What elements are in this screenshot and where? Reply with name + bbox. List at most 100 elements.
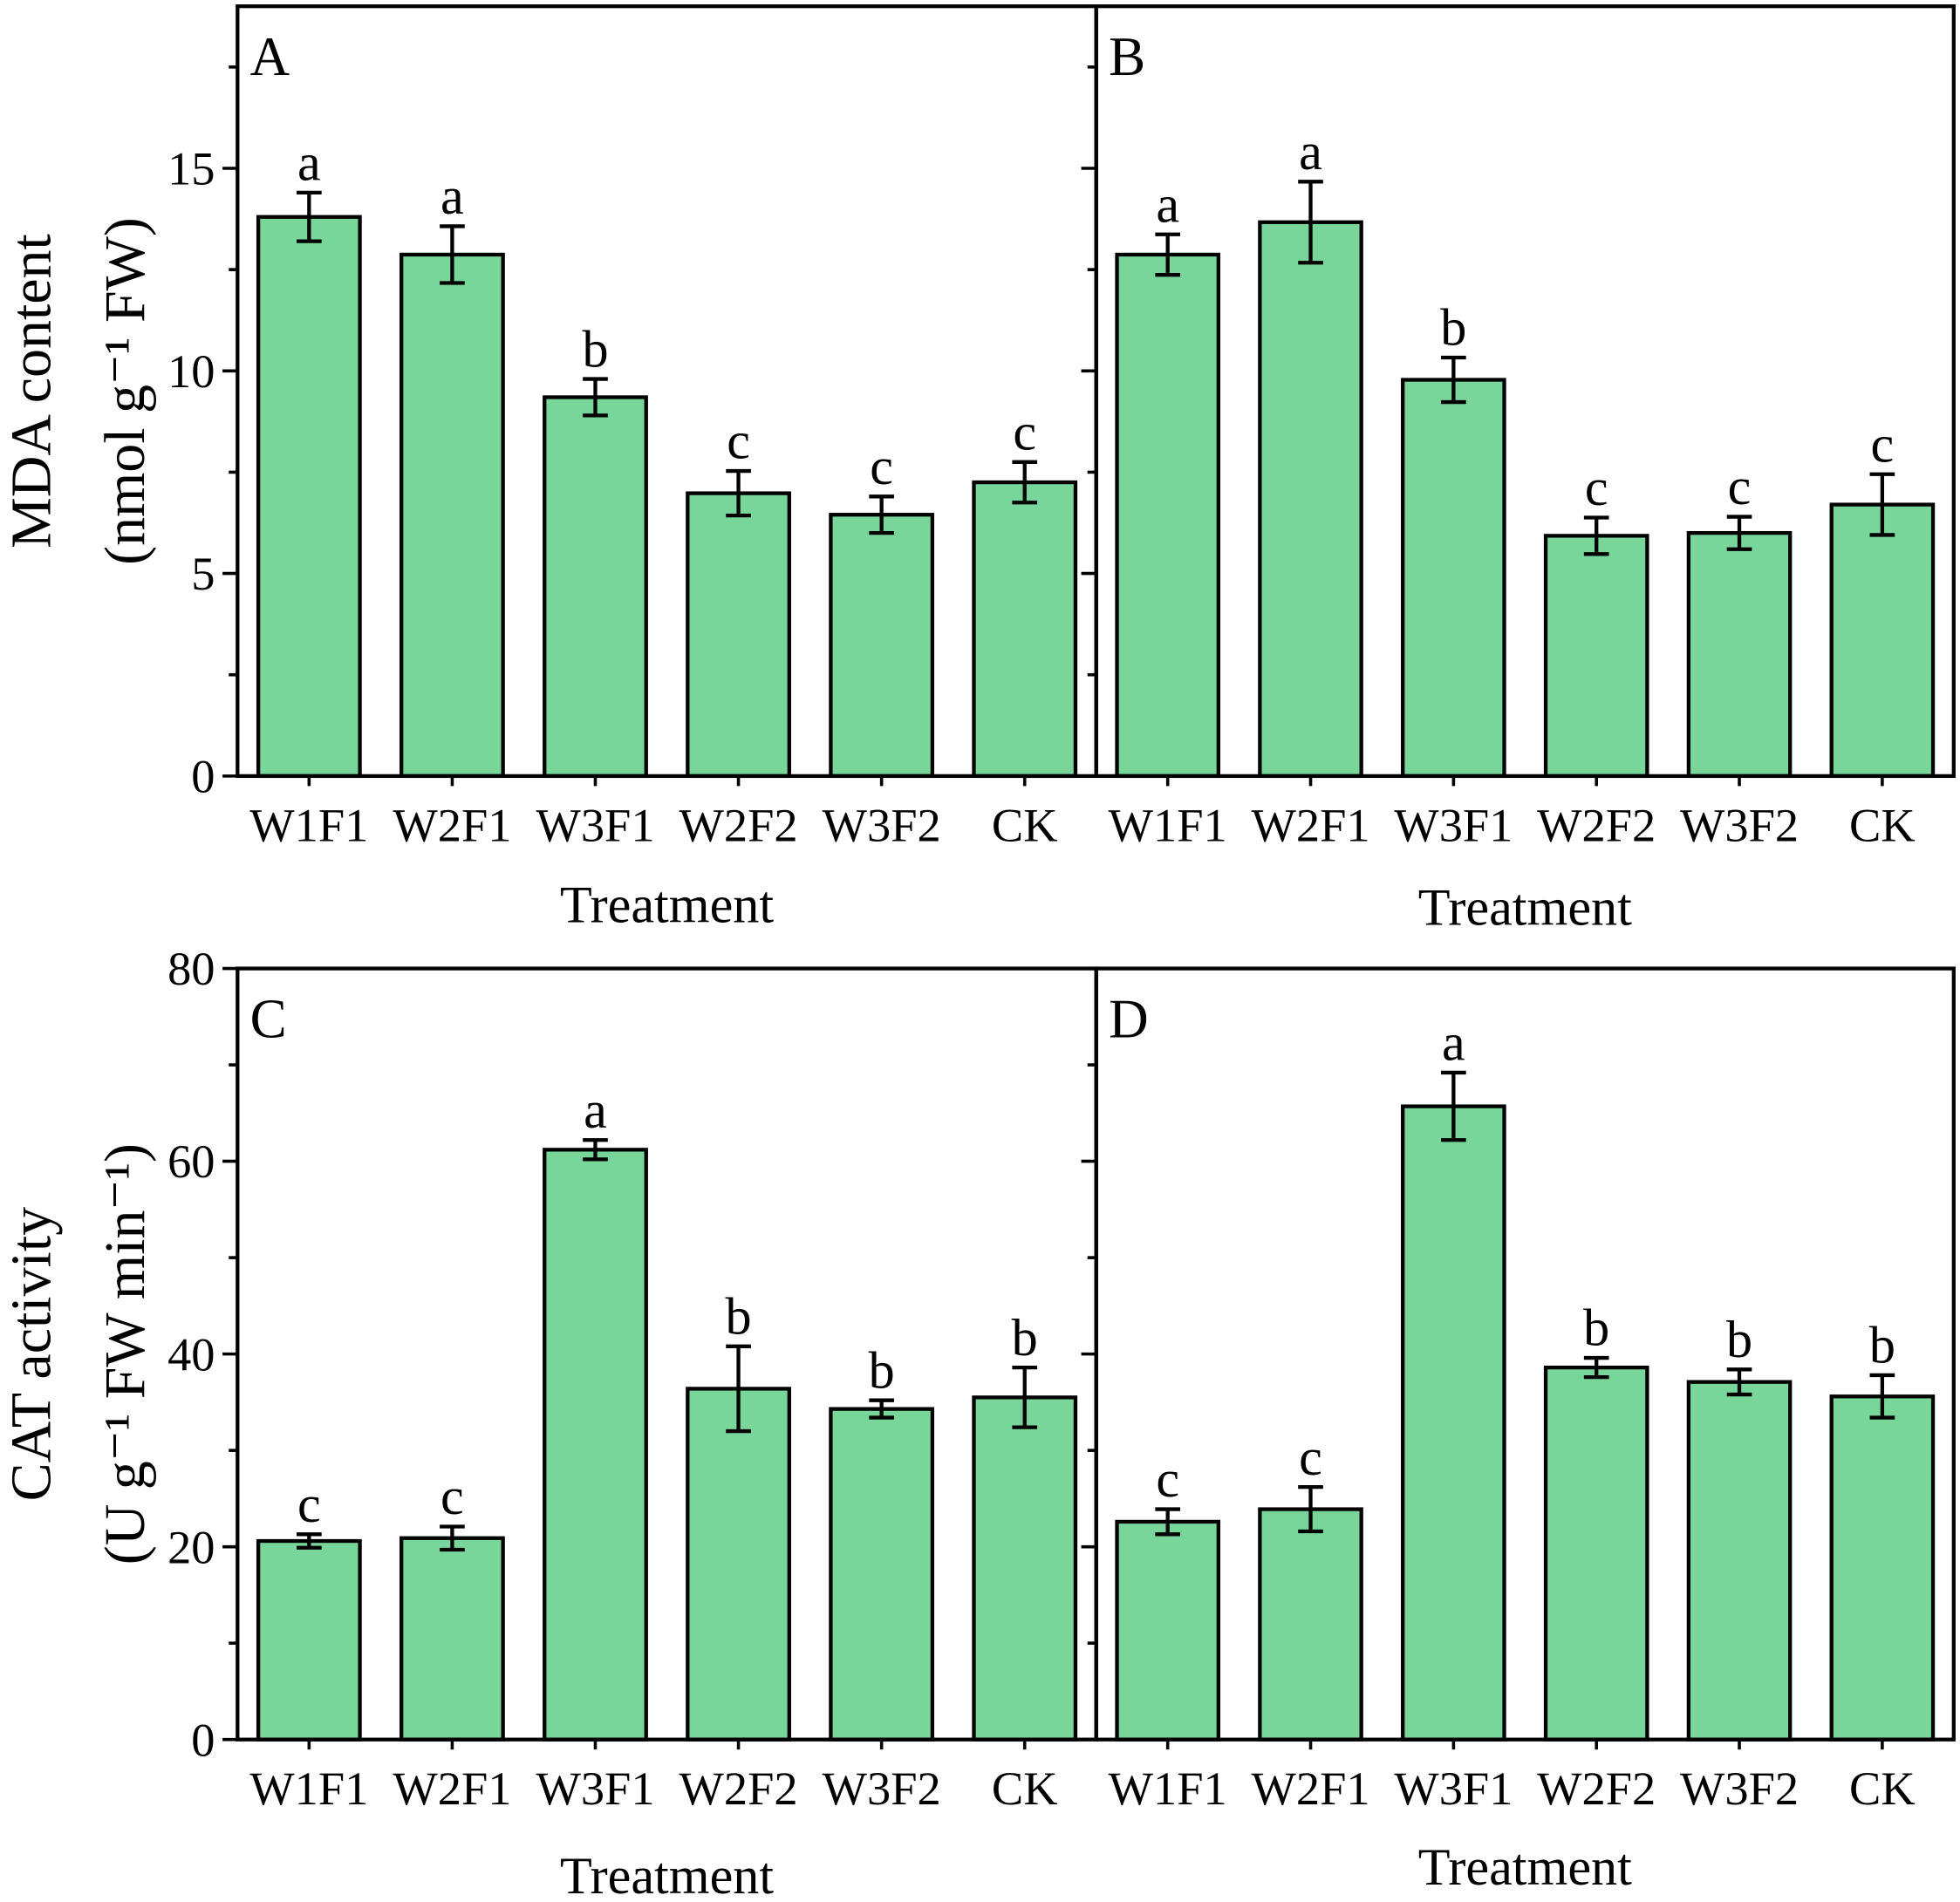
significance-letter: c <box>1299 1428 1322 1487</box>
bar-W3F2 <box>1686 1380 1793 1742</box>
plot-frame <box>236 4 1098 779</box>
bar-W2F1 <box>1258 1507 1363 1742</box>
significance-letter: c <box>1156 1450 1179 1509</box>
x-axis-label: Treatment <box>560 876 774 935</box>
significance-letter: c <box>727 412 750 471</box>
y-axis-label: CAT activity <box>0 1207 63 1501</box>
significance-letter: c <box>870 438 893 496</box>
x-tick-label: CK <box>992 1762 1058 1815</box>
x-tick-label: W3F1 <box>1394 1762 1513 1815</box>
bar-CK <box>1829 1394 1936 1742</box>
x-tick-label: W2F1 <box>1251 1762 1369 1815</box>
significance-letter: a <box>584 1081 607 1140</box>
x-tick-label: CK <box>992 798 1058 851</box>
significance-letter: a <box>1299 123 1322 181</box>
bar-W3F2 <box>829 513 935 779</box>
significance-letter: b <box>869 1341 895 1400</box>
bar-W1F1 <box>1115 252 1220 779</box>
bar-CK <box>972 1395 1078 1742</box>
x-axis-label: Treatment <box>1418 878 1632 937</box>
bar-W1F1 <box>256 1538 362 1742</box>
panel-label: A <box>250 26 290 87</box>
x-tick-label: CK <box>1849 798 1916 851</box>
panel-label: D <box>1109 988 1149 1049</box>
bar-W3F1 <box>543 1148 648 1742</box>
bar-W2F1 <box>400 252 505 779</box>
x-tick-label: W3F2 <box>1680 1762 1799 1815</box>
bar-W3F2 <box>1686 530 1793 779</box>
significance-letter: c <box>297 1476 321 1534</box>
bar-CK <box>1829 502 1936 779</box>
plot-frame <box>236 966 1098 1742</box>
plot-frame <box>1094 966 1956 1742</box>
panel-label: B <box>1109 26 1145 87</box>
significance-letter: a <box>297 134 321 193</box>
bar-W2F2 <box>1543 1365 1649 1742</box>
x-tick-label: W1F1 <box>249 1762 368 1815</box>
bar-W1F1 <box>1115 1519 1220 1742</box>
bar-W2F2 <box>1543 534 1649 779</box>
significance-letter: b <box>1726 1311 1752 1369</box>
y-tick-label: 5 <box>191 547 215 600</box>
significance-letter: b <box>1583 1299 1609 1358</box>
significance-letter: c <box>1013 403 1036 461</box>
y-axis-unit: (nmol g⁻¹ FW) <box>93 217 157 565</box>
y-tick-label: 60 <box>167 1135 215 1188</box>
x-tick-label: W2F2 <box>680 1762 798 1815</box>
x-tick-label: W2F2 <box>680 798 798 851</box>
bar-W2F1 <box>400 1536 505 1742</box>
x-axis-label: Treatment <box>1418 1838 1632 1897</box>
plot-frame <box>1094 4 1956 779</box>
bar-W3F2 <box>829 1407 935 1742</box>
significance-letter: a <box>1442 1014 1465 1073</box>
significance-letter: c <box>440 1468 464 1526</box>
bar-CK <box>972 480 1078 779</box>
bar-W3F1 <box>543 395 648 779</box>
bar-W2F2 <box>686 1387 791 1742</box>
bar-W3F1 <box>1401 1104 1506 1742</box>
x-tick-label: W3F1 <box>536 1762 654 1815</box>
significance-letter: b <box>1012 1309 1038 1367</box>
y-tick-label: 0 <box>191 750 215 803</box>
panel-C: c W1F1 c W2F1 a W3F1 b W2F2 b W3F2 b CK 0 20 40 60 80 CAT… <box>0 942 1098 1902</box>
panel-D: c W1F1 c W2F1 a W3F1 b W2F2 b W3F2 b CK Treatment D <box>1081 966 1956 1897</box>
significance-letter: b <box>1440 299 1466 358</box>
y-tick-label: 80 <box>167 942 215 995</box>
panel-B: a W1F1 a W2F1 b W3F1 c W2F2 c W3F2 c CK Treatment B <box>1081 4 1956 937</box>
panel-A: a W1F1 a W2F1 b W3F1 c W2F2 c W3F2 c CK 0 5 10 15 MDA co… <box>0 4 1098 935</box>
x-tick-label: W1F1 <box>249 798 368 851</box>
y-axis-label: MDA content <box>0 234 63 549</box>
x-tick-label: W3F1 <box>1394 798 1513 851</box>
x-tick-label: W2F2 <box>1537 798 1656 851</box>
bar-W2F1 <box>1258 220 1363 779</box>
y-tick-label: 40 <box>167 1327 215 1380</box>
x-tick-label: W2F2 <box>1537 1762 1656 1815</box>
x-tick-label: W2F1 <box>393 1762 511 1815</box>
x-tick-label: W3F2 <box>1680 798 1799 851</box>
x-tick-label: W2F1 <box>1251 798 1369 851</box>
significance-letter: a <box>1156 175 1179 234</box>
significance-letter: c <box>1728 458 1752 516</box>
y-axis-unit: (U g⁻¹ FW min⁻¹) <box>93 1143 157 1565</box>
x-tick-label: W3F2 <box>823 798 941 851</box>
x-tick-label: W3F1 <box>536 798 654 851</box>
significance-letter: b <box>1869 1317 1895 1375</box>
panel-label: C <box>250 988 287 1049</box>
x-tick-label: W3F2 <box>823 1762 941 1815</box>
significance-letter: a <box>440 167 464 226</box>
x-axis-label: Treatment <box>560 1847 774 1902</box>
y-tick-label: 10 <box>167 344 215 398</box>
significance-letter: b <box>582 320 608 378</box>
x-tick-label: W1F1 <box>1109 1762 1227 1815</box>
significance-letter: c <box>1585 459 1608 517</box>
y-tick-label: 20 <box>167 1520 215 1573</box>
x-tick-label: CK <box>1849 1762 1916 1815</box>
significance-letter: c <box>1871 415 1895 474</box>
significance-letter: b <box>726 1287 752 1346</box>
x-tick-label: W1F1 <box>1109 798 1227 851</box>
bar-W2F2 <box>686 491 791 779</box>
bar-W1F1 <box>256 215 362 779</box>
x-tick-label: W2F1 <box>393 798 511 851</box>
y-tick-label: 15 <box>167 142 215 195</box>
